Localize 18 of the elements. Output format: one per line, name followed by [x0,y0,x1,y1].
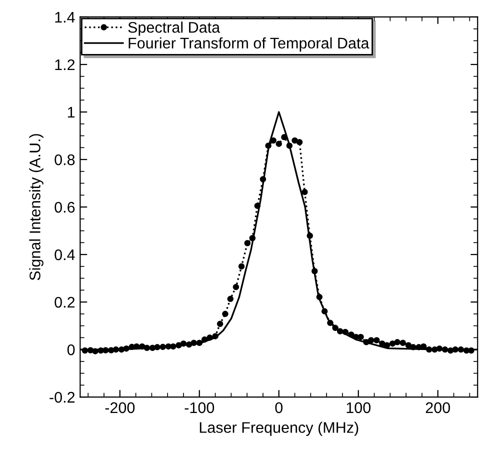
y-tick-label: 1 [68,107,75,118]
y-tick-label: 0.4 [54,249,75,260]
x-tick-label: 100 [346,402,371,414]
y-tick-label: 0.8 [54,154,75,166]
x-tick-label: -100 [184,402,214,414]
legend-label: Spectral Data [128,22,220,36]
y-tick-label: 1.4 [55,12,75,23]
x-tick-label: 200 [426,402,450,414]
x-axis-title: Laser Frequency (MHz) [200,422,358,436]
x-tick-label: 0 [275,402,283,414]
legend-label: Fourier Transform of Temporal Data [128,37,370,52]
y-tick-label: 0.2 [54,296,75,308]
y-tick-label: 0 [67,344,75,356]
y-tick-label: 0.6 [54,202,75,213]
y-tick-label: -0.2 [50,392,75,403]
y-axis-title: Signal Intensity (A.U.) [29,134,44,280]
x-tick-label: -200 [105,402,135,414]
y-tick-label: 1.2 [55,59,75,70]
